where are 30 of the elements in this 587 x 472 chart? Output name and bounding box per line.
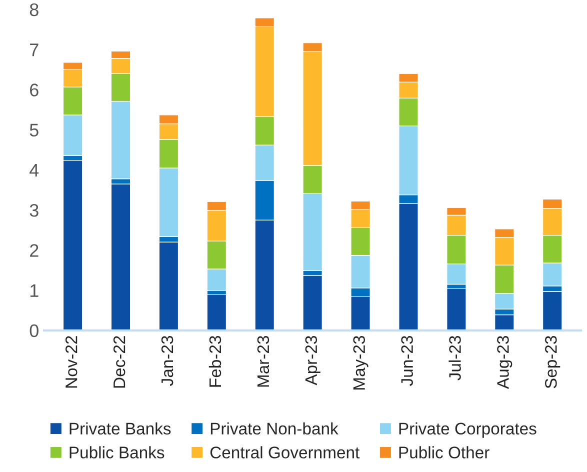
- x-tick-label: May-23: [353, 336, 368, 390]
- x-tick-label: Mar-23: [257, 336, 270, 387]
- x-tick-label: Jun-23: [401, 336, 413, 386]
- y-tick-label: 1: [30, 284, 38, 297]
- y-tick-label: 8: [30, 3, 38, 16]
- y-tick-label: 5: [30, 124, 38, 137]
- x-tick-label: Nov-22: [65, 336, 78, 388]
- x-tick-label: Aug-23: [497, 336, 512, 389]
- legend-label: Private Banks: [70, 422, 171, 435]
- legend-label: Central Government: [210, 446, 360, 458]
- y-tick-label: 3: [30, 204, 38, 217]
- bar: [206, 294, 227, 330]
- y-tick-label: 6: [30, 84, 38, 96]
- x-tick-label: Jul-23: [448, 336, 461, 380]
- x-tick-label: Apr-23: [305, 336, 320, 386]
- y-tick-label: 4: [30, 164, 39, 176]
- y-tick-label: 0: [30, 324, 38, 338]
- bar: [62, 160, 83, 330]
- x-tick-label: Feb-23: [208, 336, 222, 387]
- bar: [302, 275, 323, 330]
- legend-label: Private Corporates: [399, 422, 536, 438]
- y-tick-label: 7: [30, 44, 38, 56]
- legend-label: Private Non-bank: [210, 422, 338, 435]
- x-tick-label: Jan-23: [161, 336, 174, 386]
- legend-label: Public Banks: [70, 446, 164, 458]
- y-tick-label: 2: [30, 244, 38, 257]
- x-tick-label: Dec-22: [113, 336, 126, 388]
- bar: [446, 288, 466, 330]
- x-tick-label: Sep-23: [545, 336, 560, 388]
- legend-label: Public Other: [399, 446, 490, 458]
